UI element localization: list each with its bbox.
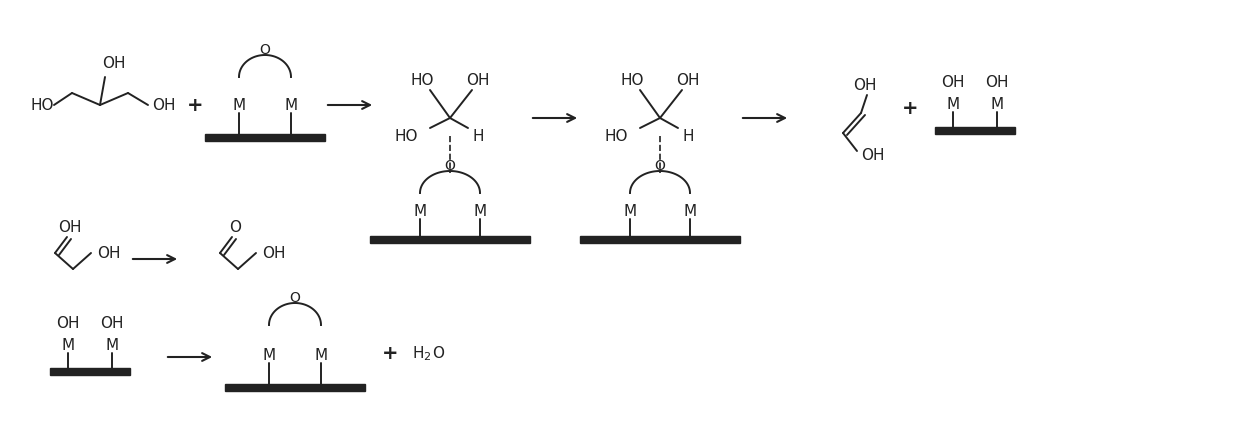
Text: OH: OH	[466, 73, 489, 87]
Text: M: M	[284, 98, 298, 112]
Bar	[370, 236, 530, 242]
Text: OH: OH	[853, 78, 876, 92]
Text: OH: OH	[676, 73, 700, 87]
Text: H: H	[413, 345, 424, 361]
Text: M: M	[314, 348, 328, 362]
Text: O: O	[229, 220, 241, 234]
Text: M: M	[232, 98, 246, 112]
Text: OH: OH	[262, 246, 286, 260]
Text: OH: OH	[98, 246, 121, 260]
Bar	[934, 126, 1015, 134]
Text: H: H	[472, 129, 483, 143]
Text: O: O	[289, 291, 300, 305]
Text: HO: HO	[604, 129, 628, 143]
Text: OH: OH	[942, 74, 965, 90]
Text: HO: HO	[30, 98, 53, 112]
Text: OH: OH	[985, 74, 1009, 90]
Bar	[205, 134, 325, 141]
Text: M: M	[413, 203, 426, 219]
Bar	[49, 367, 130, 375]
Text: M: M	[684, 203, 697, 219]
Text: O: O	[260, 43, 271, 57]
Text: M: M	[105, 337, 119, 353]
Text: O: O	[445, 159, 455, 173]
Text: O: O	[655, 159, 665, 173]
Bar	[580, 236, 740, 242]
Text: M: M	[990, 96, 1004, 112]
Text: HO: HO	[620, 73, 644, 87]
Text: +: +	[187, 95, 203, 115]
Text: HO: HO	[394, 129, 418, 143]
Text: 2: 2	[424, 352, 430, 362]
Text: M: M	[262, 348, 276, 362]
Text: M: M	[62, 337, 74, 353]
Text: +: +	[902, 99, 918, 117]
Text: M: M	[947, 96, 959, 112]
Text: M: M	[623, 203, 637, 219]
Text: OH: OH	[100, 315, 124, 331]
Text: O: O	[433, 345, 444, 361]
Text: OH: OH	[57, 315, 80, 331]
Text: H: H	[682, 129, 693, 143]
Text: OH: OH	[861, 147, 885, 163]
Text: OH: OH	[103, 56, 126, 70]
Text: HO: HO	[410, 73, 434, 87]
Bar	[225, 383, 365, 391]
Text: M: M	[473, 203, 487, 219]
Text: OH: OH	[58, 220, 82, 234]
Text: OH: OH	[152, 98, 176, 112]
Text: +: +	[382, 344, 398, 362]
